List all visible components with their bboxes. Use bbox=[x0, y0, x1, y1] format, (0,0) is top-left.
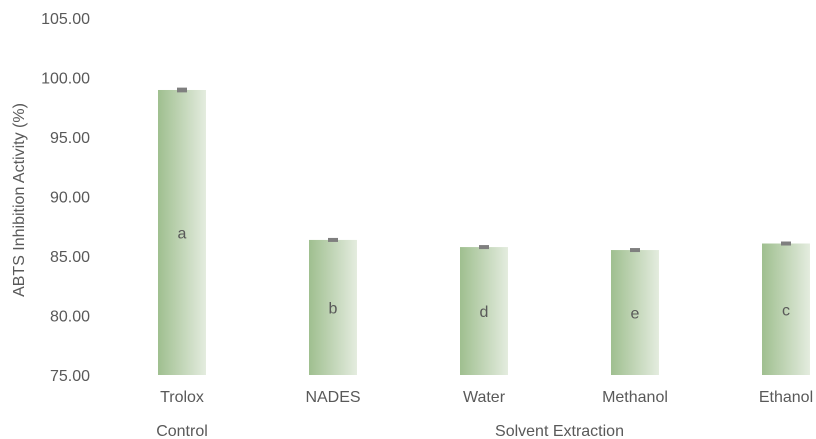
x-tick-label: Water bbox=[463, 389, 506, 406]
bars: a b d e c bbox=[158, 87, 810, 376]
significance-label: c bbox=[782, 302, 790, 319]
error-bar bbox=[177, 87, 187, 93]
significance-label: d bbox=[480, 304, 489, 321]
x-tick-label: Ethanol bbox=[759, 389, 813, 406]
significance-label: a bbox=[178, 225, 187, 242]
bar bbox=[158, 89, 206, 376]
y-axis: 75.00 80.00 85.00 90.00 95.00 100.00 105.00 bbox=[41, 11, 90, 385]
y-tick-label: 85.00 bbox=[50, 249, 90, 266]
group-label: Control bbox=[156, 423, 208, 439]
error-bar bbox=[479, 245, 489, 250]
x-tick-label: Trolox bbox=[160, 389, 204, 406]
bar bbox=[309, 239, 357, 375]
y-tick-label: 95.00 bbox=[50, 130, 90, 147]
x-axis: Trolox NADES Water Methanol Ethanol bbox=[160, 389, 813, 406]
y-tick-label: 75.00 bbox=[50, 368, 90, 385]
y-axis-title: ABTS Inhibition Activity (%) bbox=[11, 103, 28, 297]
error-bar bbox=[630, 248, 640, 253]
group-labels: Control Solvent Extraction bbox=[156, 423, 624, 439]
y-tick-label: 105.00 bbox=[41, 11, 90, 28]
x-tick-label: Methanol bbox=[602, 389, 668, 406]
y-tick-label: 90.00 bbox=[50, 190, 90, 207]
y-tick-label: 100.00 bbox=[41, 71, 90, 88]
bar bbox=[460, 247, 508, 375]
group-label: Solvent Extraction bbox=[495, 423, 624, 439]
x-tick-label: NADES bbox=[305, 389, 360, 406]
y-tick-label: 80.00 bbox=[50, 309, 90, 326]
bar bbox=[762, 243, 810, 375]
error-bar bbox=[328, 237, 338, 242]
error-bar bbox=[781, 241, 791, 246]
bar bbox=[611, 250, 659, 375]
significance-label: b bbox=[329, 300, 338, 317]
significance-label: e bbox=[631, 306, 640, 323]
